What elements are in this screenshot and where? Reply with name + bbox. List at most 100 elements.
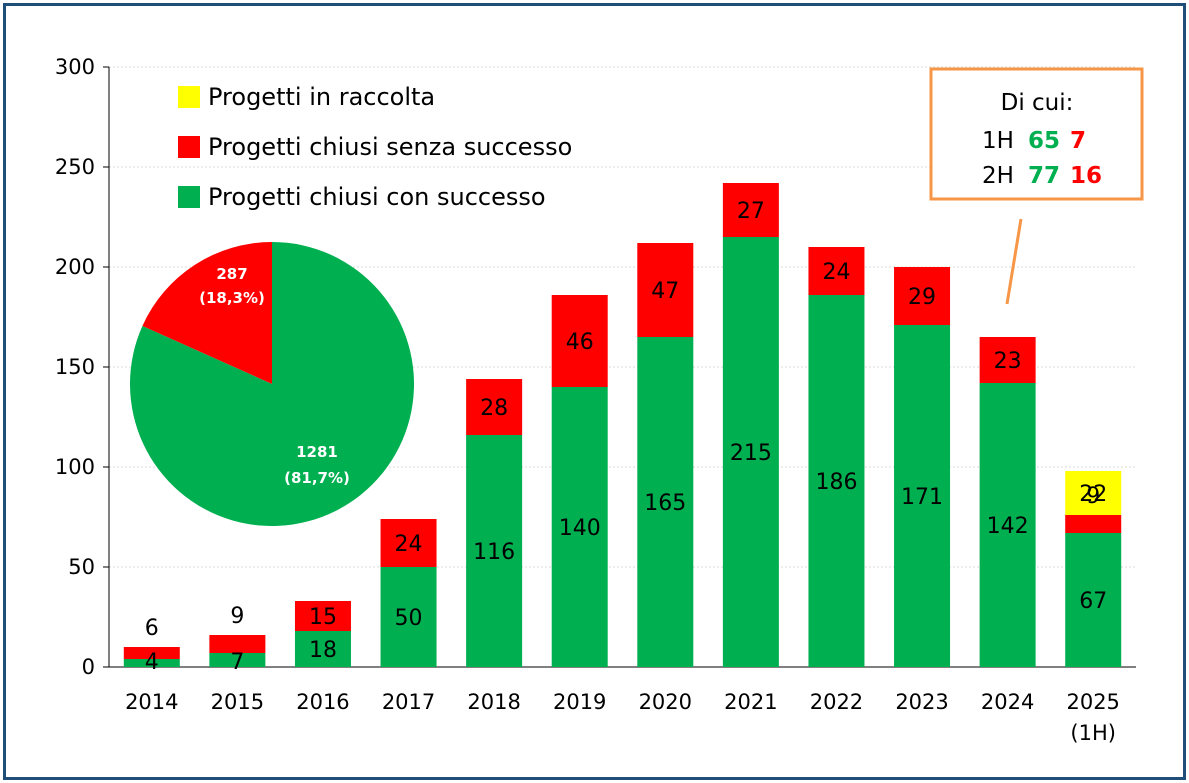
bar-failure-2021 [722, 183, 779, 237]
bars [123, 183, 1122, 667]
bar-failure-2022 [808, 247, 865, 295]
bar-success-2021 [722, 237, 779, 667]
x-tick-label: 2024 [981, 690, 1034, 714]
bar-success-2023 [894, 325, 951, 667]
pie-label-failure-value: 287 [216, 265, 247, 283]
callout-row-failure: 16 [1070, 163, 1102, 189]
bar-failure-2016 [294, 601, 351, 631]
bar-label-failure-2024: 23 [994, 349, 1022, 374]
chart-frame: 4 6 7 9 18 15 50 24 116 28 140 46 165 47 215 27 186 24 171… [3, 3, 1186, 780]
bar-label-success-2018: 116 [473, 540, 515, 565]
bar-label-success-2022: 186 [815, 470, 857, 495]
gridlines [109, 66, 1136, 568]
pie-label-success-percent: (81,7%) [284, 469, 350, 487]
callout-row-failure: 7 [1070, 128, 1086, 154]
x-tick-label: 2021 [724, 690, 777, 714]
bar-success-2024 [979, 383, 1036, 667]
x-tick-label: 2020 [639, 690, 692, 714]
bar-label-failure-2016: 15 [309, 605, 337, 630]
bar-label-failure-2019: 46 [566, 330, 594, 355]
callout-row-success: 65 [1028, 128, 1060, 154]
bar-label-failure-2021: 27 [737, 199, 765, 224]
legend-swatch [178, 186, 200, 208]
callout-border [929, 67, 1144, 201]
callout-row-label: 2H [982, 163, 1014, 189]
pie-slice-success [130, 242, 414, 526]
y-tick-label: 150 [55, 355, 95, 379]
axes [103, 66, 1136, 668]
x-tick-label: 2019 [553, 690, 606, 714]
bar-success-2017 [380, 567, 437, 667]
bar-label-success-2023: 171 [901, 485, 943, 510]
callout-row-label: 1H [982, 128, 1014, 154]
y-tick-label: 250 [55, 155, 95, 179]
bar-label-failure-2023: 29 [908, 285, 936, 310]
x-tick-label: 2017 [382, 690, 435, 714]
callout-box: Di cui: 1H 65 7 2H 77 16 [929, 67, 1144, 305]
y-tick-label: 200 [55, 255, 95, 279]
x-tick-label: 2022 [810, 690, 863, 714]
legend-label: Progetti chiusi con successo [208, 183, 546, 211]
bar-failure-2024 [979, 337, 1036, 383]
bar-failure-2017 [380, 519, 437, 567]
legend-swatch [178, 86, 200, 108]
bar-failure-2020 [637, 243, 694, 337]
pie-label-failure-percent: (18,3%) [199, 289, 265, 307]
y-tick-labels: 0 50 100 150 200 250 300 [55, 55, 95, 679]
x-tick-labels: 2014 2015 2016 2017 2018 2019 2020 2021 2022 2023… [125, 690, 1120, 745]
bar-label-success-2025: 67 [1079, 589, 1107, 614]
bar-label-success-2024: 142 [987, 514, 1029, 539]
bar-label-success-2014: 4 [145, 650, 159, 675]
y-tick-label: 100 [55, 455, 95, 479]
callout-title: Di cui: [1001, 90, 1074, 116]
pie-chart: 287 (18,3%) 1281 (81,7%) [130, 242, 414, 526]
bar-label-success-2016: 18 [309, 638, 337, 663]
pie-label-success-value: 1281 [296, 443, 338, 461]
bar-label-failure-2022: 24 [822, 260, 850, 285]
callout-row-success: 77 [1028, 163, 1060, 189]
y-tick-label: 0 [82, 655, 95, 679]
bar-label-success-2020: 165 [644, 491, 686, 516]
bar-label-success-2021: 215 [730, 441, 772, 466]
bar-label-failure-2025: 9 [1086, 484, 1100, 509]
bar-label-success-2015: 7 [230, 650, 244, 675]
bar-label-success-2017: 50 [395, 606, 423, 631]
y-tick-label: 50 [68, 555, 95, 579]
legend-label: Progetti in raccolta [208, 83, 435, 111]
bar-success-2018 [466, 435, 523, 667]
bar-failure-2018 [466, 379, 523, 435]
bar-failure-2015 [209, 635, 266, 653]
x-tick-label: 2014 [125, 690, 178, 714]
bar-success-2014 [123, 659, 180, 667]
legend-swatch [178, 136, 200, 158]
bar-success-2025 [1065, 533, 1122, 667]
bar-label-failure-2020: 47 [651, 279, 679, 304]
callout-pointer [1005, 218, 1023, 305]
bar-collecting-2025 [1065, 471, 1122, 515]
bar-success-2015 [209, 653, 266, 667]
y-tick-label: 300 [55, 55, 95, 79]
x-tick-label: 2015 [211, 690, 264, 714]
bar-failure-2025 [1065, 515, 1122, 533]
legend: Progetti in raccolta Progetti chiusi senz… [178, 83, 572, 211]
x-tick-label: 2016 [296, 690, 349, 714]
bar-success-2022 [808, 295, 865, 667]
bar-failure-2019 [551, 295, 608, 387]
x-tick-label: 2023 [895, 690, 948, 714]
x-tick-label: 2018 [467, 690, 520, 714]
bar-label-failure-2017: 24 [395, 532, 423, 557]
x-tick-label: 2025 [1066, 690, 1119, 714]
bar-label-failure-2014: 6 [145, 616, 159, 641]
bar-failure-2014 [123, 647, 180, 659]
bar-label-collecting-2025: 22 [1079, 482, 1107, 507]
bar-success-2019 [551, 387, 608, 667]
bar-label-failure-2015: 9 [230, 604, 244, 629]
legend-label: Progetti chiusi senza successo [208, 133, 572, 161]
bar-success-2016 [294, 631, 351, 667]
bar-failure-2023 [894, 267, 951, 325]
pie-slice-failure [142, 242, 272, 384]
x-tick-sublabel: (1H) [1070, 721, 1116, 745]
bar-label-success-2019: 140 [559, 516, 601, 541]
